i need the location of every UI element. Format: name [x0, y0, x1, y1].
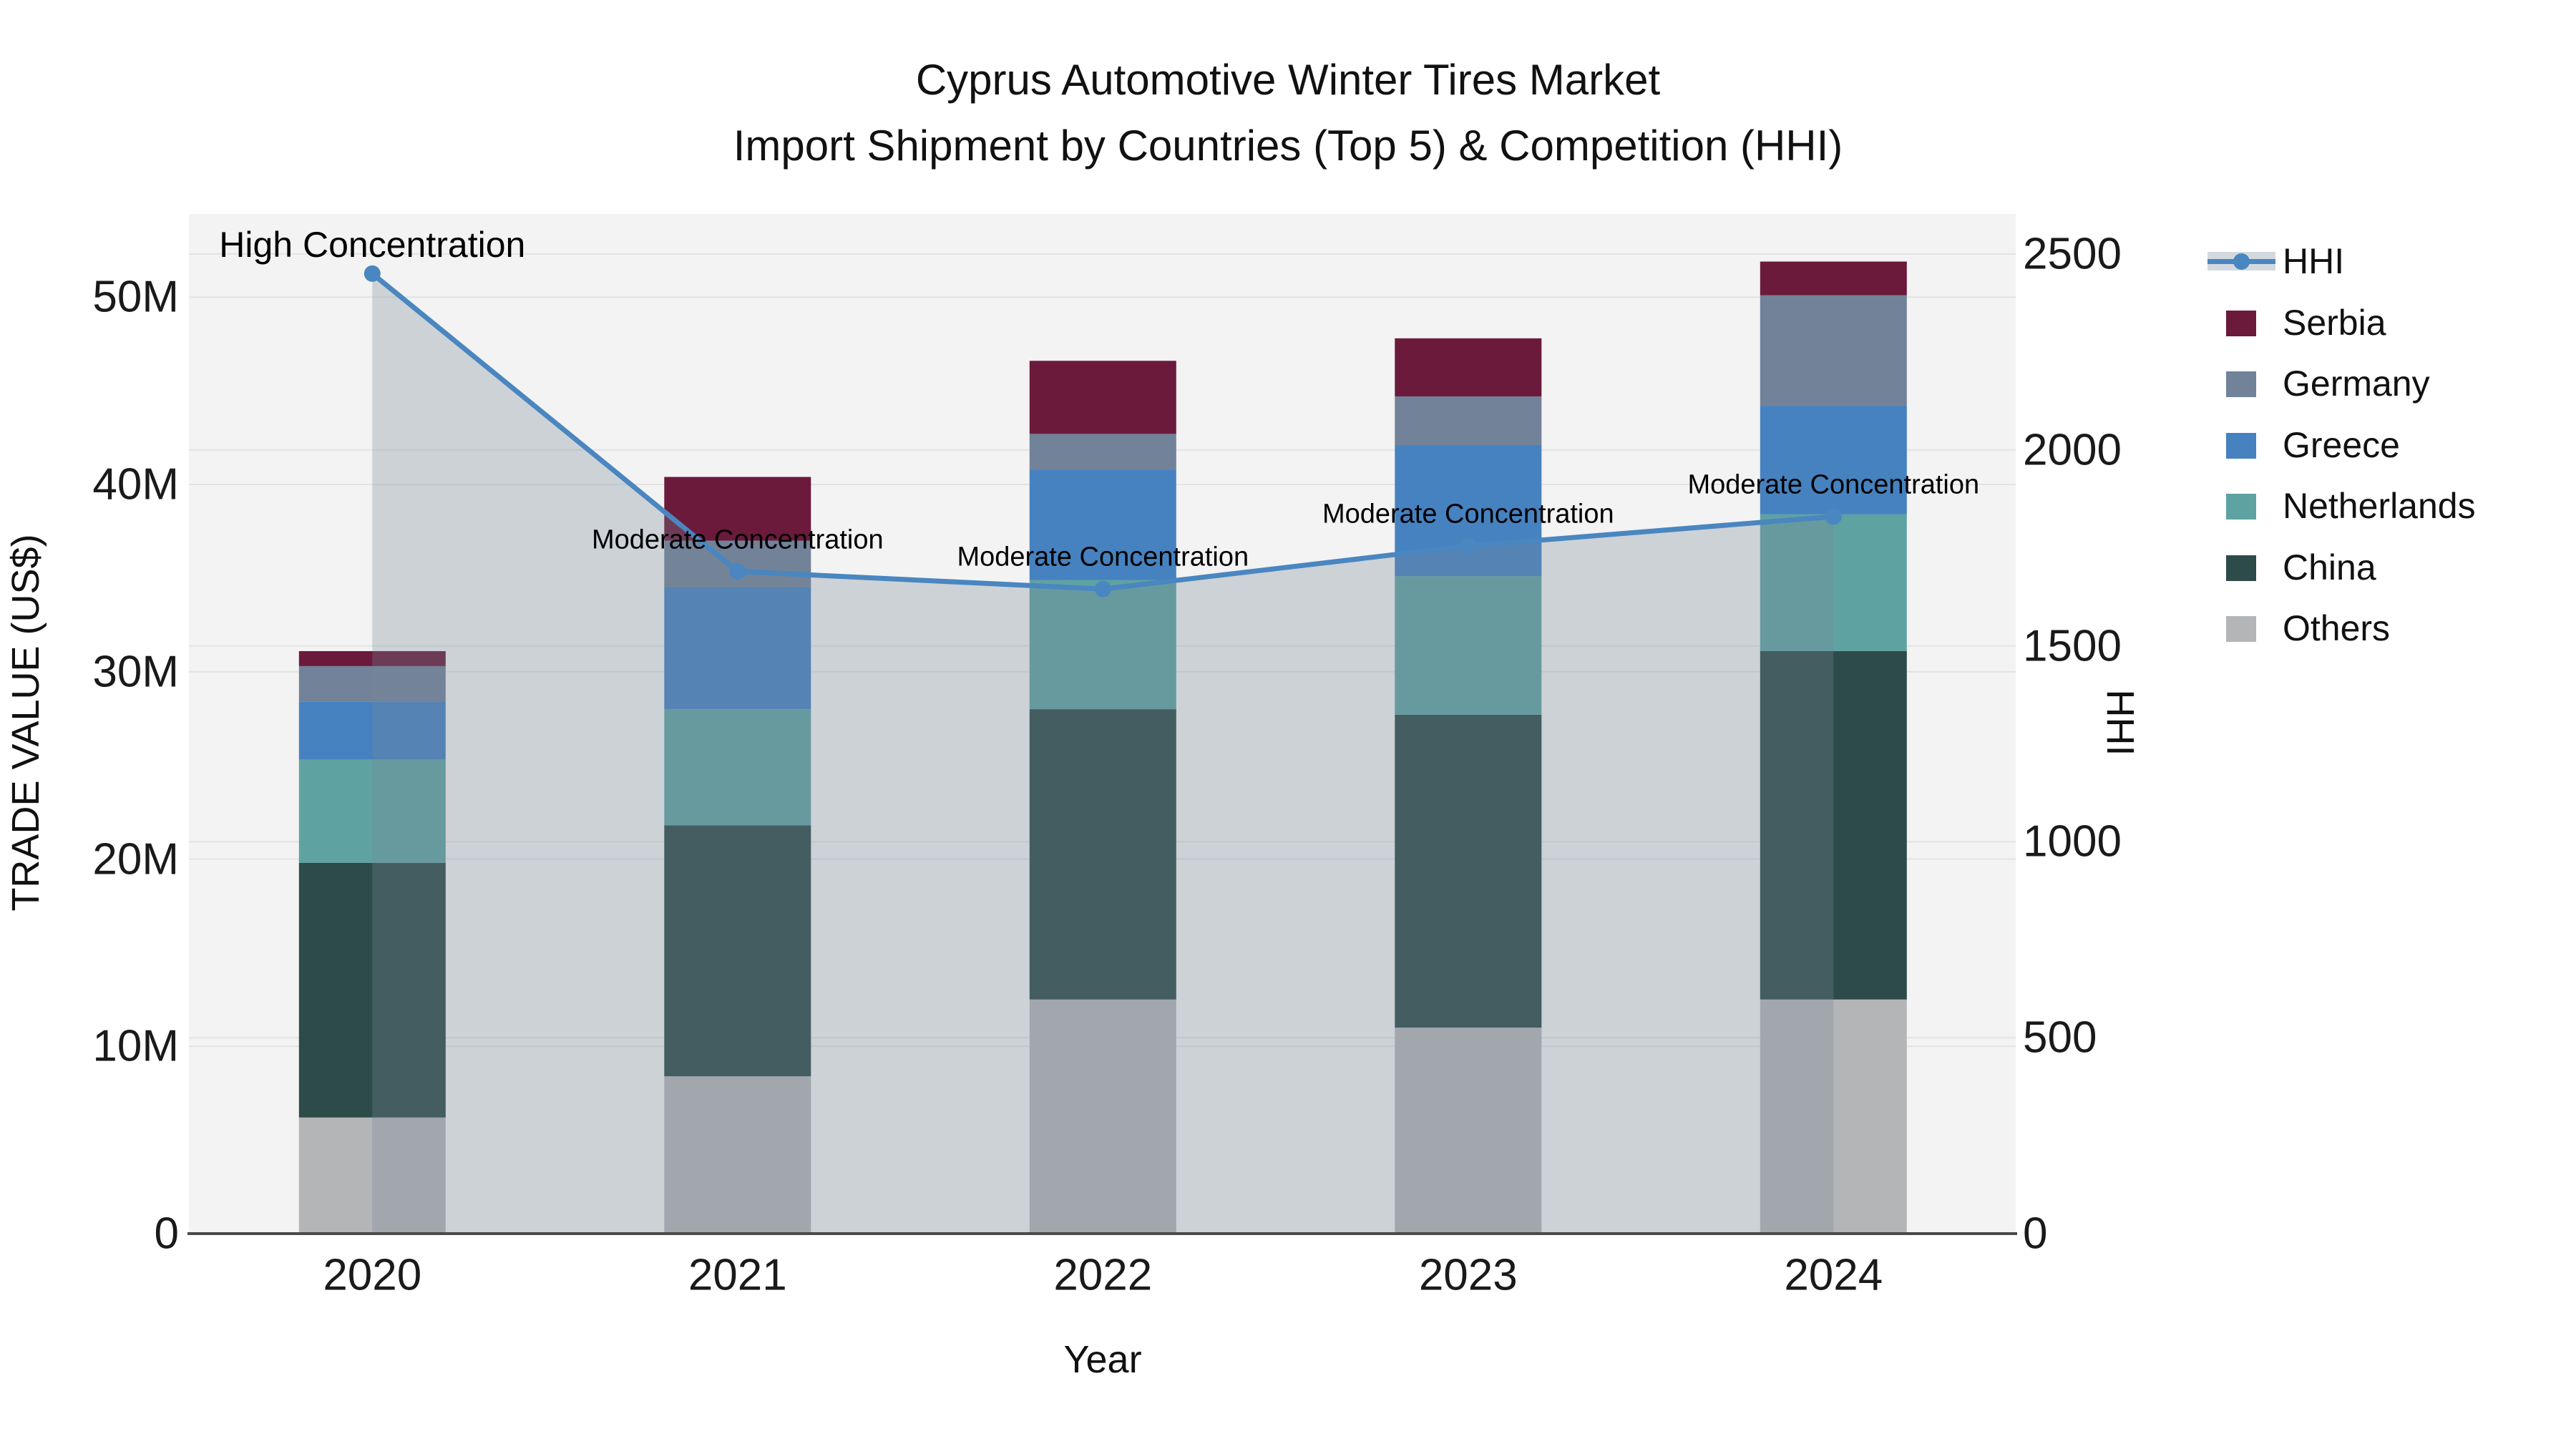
legend-item-serbia[interactable]: Serbia: [2207, 301, 2386, 344]
bar-2020-serbia-segment[interactable]: [298, 650, 446, 666]
legend-color-swatch: [2207, 607, 2275, 650]
legend-color-swatch: [2207, 362, 2275, 405]
legend-label: Greece: [2283, 424, 2400, 465]
y2-tick-label: 2000: [2023, 425, 2122, 475]
bar-2023-germany-segment[interactable]: [1395, 396, 1542, 446]
legend-item-china[interactable]: China: [2207, 546, 2376, 589]
y1-tick-label: 20M: [92, 834, 179, 884]
bar-2024-greece-segment[interactable]: [1760, 406, 1907, 514]
legend-square-others: [2226, 616, 2256, 642]
bar-2020-germany-segment[interactable]: [298, 665, 446, 702]
y2-tick-label: 1000: [2023, 816, 2122, 867]
hhi-marker-2021[interactable]: [729, 563, 746, 580]
chart-title-line1: Cyprus Automotive Winter Tires Market: [915, 56, 1661, 104]
bar-2023-others-segment[interactable]: [1395, 1028, 1542, 1234]
bar-2020-others-segment[interactable]: [298, 1117, 446, 1234]
legend-item-hhi[interactable]: HHI: [2207, 240, 2344, 283]
bar-2024-serbia-segment[interactable]: [1760, 261, 1907, 296]
legend-label: HHI: [2283, 241, 2345, 281]
bar-2022-china-segment[interactable]: [1029, 709, 1176, 1000]
hhi-annotation-2021: Moderate Concentration: [591, 525, 884, 555]
x-tick-label-2020: 2020: [323, 1250, 422, 1300]
y2-tick-label: 1500: [2023, 621, 2122, 671]
legend-label: Germany: [2283, 364, 2430, 404]
x-tick-label-2021: 2021: [688, 1250, 787, 1300]
hhi-annotation-2020: High Concentration: [219, 225, 526, 265]
bar-2021-greece-segment[interactable]: [664, 587, 811, 710]
bar-2022-others-segment[interactable]: [1029, 999, 1176, 1234]
legend-label: Netherlands: [2283, 486, 2476, 526]
hhi-marker-2024[interactable]: [1825, 508, 1842, 525]
legend-item-germany[interactable]: Germany: [2207, 362, 2430, 405]
y1-tick-label: 50M: [92, 272, 179, 322]
legend-square-serbia: [2226, 310, 2256, 336]
legend-line-marker: [2233, 253, 2250, 270]
hhi-marker-2020[interactable]: [364, 265, 381, 282]
y1-axis-title: TRADE VALUE (US$): [4, 534, 47, 912]
x-tick-label-2023: 2023: [1418, 1250, 1518, 1300]
bar-2020-netherlands-segment[interactable]: [298, 759, 446, 863]
bar-2023-netherlands-segment[interactable]: [1395, 576, 1542, 715]
y1-tick-label: 40M: [92, 459, 179, 509]
x-axis-title: Year: [1063, 1338, 1142, 1381]
x-tick-label-2022: 2022: [1053, 1250, 1153, 1300]
bar-2022-netherlands-segment[interactable]: [1029, 580, 1176, 710]
y2-axis-title: HHI: [2099, 689, 2142, 756]
hhi-annotation-2024: Moderate Concentration: [1687, 469, 1980, 500]
hhi-area-fill: [372, 273, 1834, 1234]
bar-2021-others-segment[interactable]: [664, 1076, 811, 1234]
hhi-marker-2022[interactable]: [1094, 580, 1111, 597]
legend-line-swatch: [2207, 240, 2275, 283]
bar-2024-netherlands-segment[interactable]: [1760, 514, 1907, 651]
chart-title-line2: Import Shipment by Countries (Top 5) & C…: [733, 122, 1843, 170]
bar-2024-germany-segment[interactable]: [1760, 295, 1907, 406]
bar-2024-others-segment[interactable]: [1760, 999, 1907, 1234]
y1-tick-label: 10M: [92, 1021, 179, 1071]
legend-item-netherlands[interactable]: Netherlands: [2207, 484, 2476, 527]
legend-square-germany: [2226, 371, 2256, 397]
legend-item-others[interactable]: Others: [2207, 607, 2390, 650]
bar-2024-china-segment[interactable]: [1760, 650, 1907, 1000]
legend-square-greece: [2226, 432, 2256, 459]
legend-color-swatch: [2207, 424, 2275, 467]
bar-2021-china-segment[interactable]: [664, 825, 811, 1077]
legend-color-swatch: [2207, 546, 2275, 589]
bar-2022-serbia-segment[interactable]: [1029, 361, 1176, 434]
legend-square-china: [2226, 555, 2256, 581]
y2-tick-label: 2500: [2023, 229, 2122, 279]
y1-tick-label: 0: [154, 1209, 179, 1259]
legend-color-swatch: [2207, 301, 2275, 344]
bar-2023-china-segment[interactable]: [1395, 714, 1542, 1028]
bar-2023-serbia-segment[interactable]: [1395, 338, 1542, 396]
hhi-marker-2023[interactable]: [1460, 537, 1477, 555]
bar-2023-greece-segment[interactable]: [1395, 445, 1542, 577]
y2-tick-label: 0: [2023, 1209, 2048, 1259]
legend-label: China: [2283, 547, 2376, 587]
hhi-annotation-2022: Moderate Concentration: [957, 542, 1249, 572]
legend-color-swatch: [2207, 484, 2275, 527]
x-tick-label-2024: 2024: [1784, 1250, 1883, 1300]
legend-label: Serbia: [2283, 302, 2386, 343]
chart-title: Cyprus Automotive Winter Tires Market Im…: [733, 47, 1843, 179]
legend-label: Others: [2283, 608, 2391, 648]
legend-item-greece[interactable]: Greece: [2207, 424, 2400, 467]
hhi-annotation-2023: Moderate Concentration: [1322, 499, 1614, 530]
legend-square-netherlands: [2226, 494, 2256, 519]
bar-2022-greece-segment[interactable]: [1029, 469, 1176, 580]
bar-2020-greece-segment[interactable]: [298, 701, 446, 760]
bar-2021-netherlands-segment[interactable]: [664, 709, 811, 826]
bar-2020-china-segment[interactable]: [298, 862, 446, 1118]
y2-tick-label: 500: [2023, 1013, 2097, 1063]
y1-tick-label: 30M: [92, 647, 179, 697]
bar-2022-germany-segment[interactable]: [1029, 434, 1176, 470]
